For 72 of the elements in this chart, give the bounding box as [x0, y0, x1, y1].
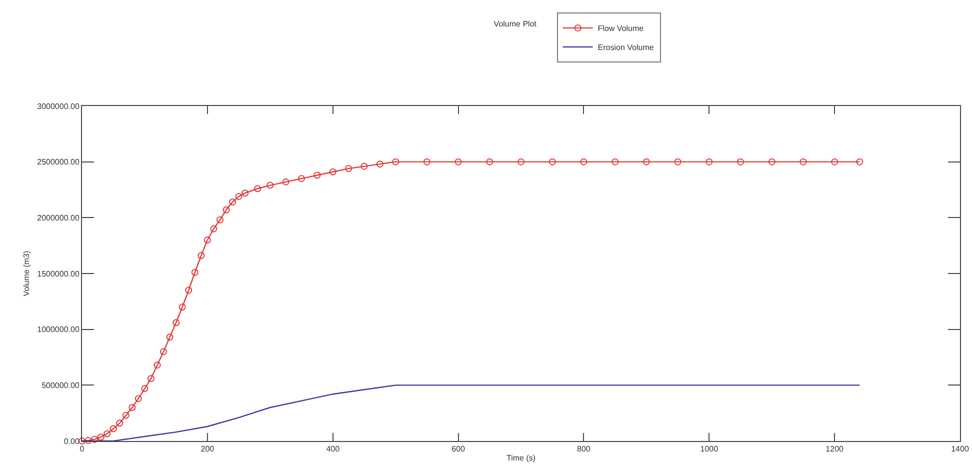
y-tick-label: 1500000.00: [37, 269, 80, 278]
y-tick-label: 500000.00: [42, 380, 80, 390]
y-tick-label: 2500000.00: [37, 158, 80, 167]
chart-title: Volume Plot: [494, 20, 538, 29]
point: [706, 158, 713, 166]
point: [178, 304, 186, 310]
point: [84, 436, 92, 444]
point: [172, 319, 180, 326]
point: [266, 182, 274, 189]
point: [376, 160, 384, 168]
point: [154, 362, 161, 369]
point: [222, 206, 230, 214]
point: [612, 158, 619, 166]
point: [737, 158, 744, 166]
point: [141, 385, 148, 392]
x-tick-label: 800: [577, 444, 591, 454]
point: [191, 268, 198, 276]
x-axis-title: Time (s): [506, 454, 536, 463]
point: [128, 404, 136, 411]
point: [800, 158, 807, 166]
point: [185, 286, 192, 294]
point: [768, 158, 776, 166]
point: [831, 158, 838, 166]
point: [91, 436, 98, 443]
x-tick-label: 600: [452, 444, 466, 454]
point: [116, 420, 124, 427]
point: [345, 165, 352, 172]
point: [166, 334, 174, 341]
x-tick-label: 400: [326, 444, 340, 454]
x-tick-label: 200: [200, 444, 215, 454]
point: [147, 374, 154, 382]
point: [423, 158, 430, 166]
point: [210, 225, 218, 232]
x-tick-label: 1400: [951, 444, 970, 454]
point: [329, 168, 336, 176]
legend-label: Flow Volume: [598, 24, 644, 34]
legend-label: Erosion Volume: [598, 43, 654, 52]
x-tick-label: 1000: [700, 444, 719, 454]
point: [216, 216, 224, 224]
point: [580, 158, 588, 166]
point: [392, 158, 400, 166]
point: [235, 192, 242, 200]
point: [104, 430, 111, 438]
point: [548, 158, 556, 166]
point: [134, 395, 142, 402]
point: [454, 158, 462, 166]
point: [229, 198, 236, 206]
point: [204, 236, 211, 244]
point: [298, 175, 305, 182]
point: [78, 438, 86, 444]
point: [360, 162, 368, 170]
y-tick-label: 1000000.00: [37, 325, 80, 334]
point: [122, 412, 130, 419]
point: [282, 178, 290, 186]
point: [856, 158, 864, 166]
point: [160, 348, 168, 356]
point: [110, 425, 117, 432]
point: [198, 252, 205, 260]
y-tick-label: 2000000.00: [37, 213, 80, 222]
point: [97, 434, 104, 441]
point: [674, 158, 682, 166]
point: [642, 158, 650, 166]
x-tick-label: 1200: [826, 444, 844, 454]
x-tick-label: 0: [80, 444, 85, 454]
y-axis-title: Volume (m3): [22, 250, 31, 296]
point: [242, 190, 249, 197]
point: [254, 185, 262, 192]
point: [314, 172, 321, 179]
y-tick-label: 3000000.00: [37, 102, 80, 111]
point: [486, 158, 494, 166]
y-tick-label: 0.00: [64, 436, 80, 446]
point: [518, 158, 524, 166]
